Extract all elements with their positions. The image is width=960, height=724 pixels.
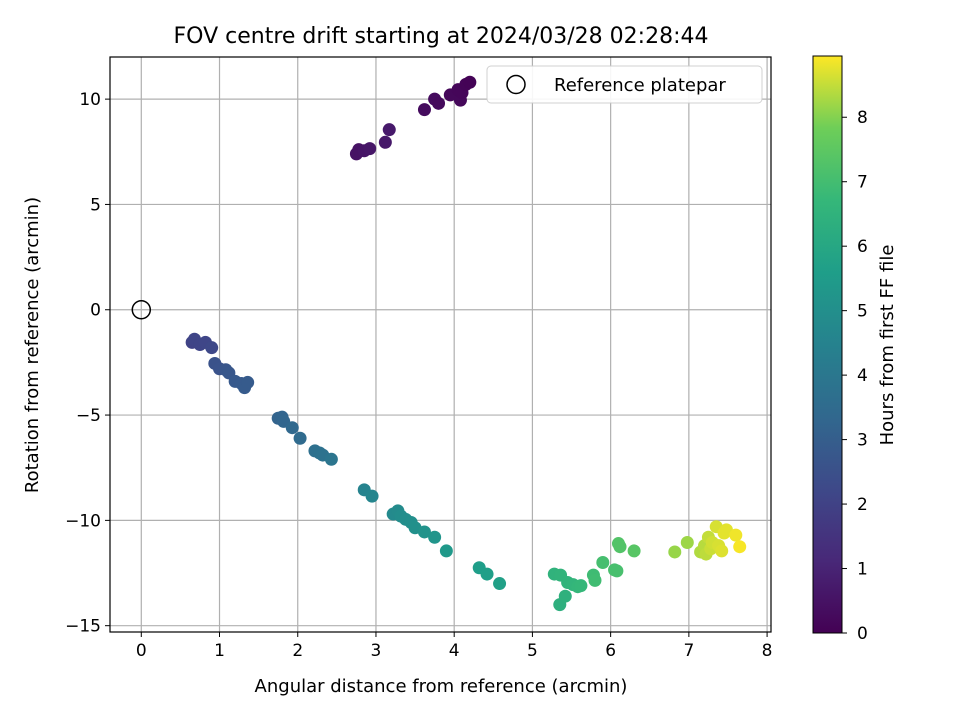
- x-tick-label: 8: [762, 641, 773, 661]
- legend-box: [486, 65, 763, 104]
- colorbar-tick-label: 2: [857, 495, 868, 515]
- colorbar-tick-label: 8: [857, 108, 868, 128]
- data-point: [680, 535, 694, 549]
- data-point: [668, 545, 682, 559]
- data-point: [574, 579, 588, 593]
- x-tick-label: 4: [449, 641, 460, 661]
- y-tick-label: 0: [90, 301, 101, 321]
- data-point: [428, 530, 442, 544]
- legend: Reference platepar: [486, 65, 763, 104]
- y-tick-label: 5: [90, 195, 101, 215]
- legend-marker: [506, 74, 526, 95]
- colorbar-tick-label: 7: [857, 173, 868, 193]
- data-point: [558, 589, 572, 603]
- x-tick-label: 1: [214, 641, 225, 661]
- data-point: [613, 540, 627, 554]
- x-tick-label: 6: [605, 641, 616, 661]
- data-point: [363, 142, 377, 156]
- y-tick-label: 10: [79, 90, 101, 110]
- colorbar: [812, 55, 843, 634]
- data-point: [493, 577, 507, 591]
- data-point: [596, 555, 610, 569]
- data-points: [185, 75, 747, 612]
- data-point: [627, 544, 641, 558]
- reference-marker: [131, 299, 152, 320]
- colorbar-tick-label: 0: [857, 624, 868, 644]
- data-point: [417, 103, 431, 117]
- data-point: [432, 96, 446, 110]
- data-point: [463, 75, 477, 89]
- y-axis: −15 −10 −5 0 5 10: [65, 90, 110, 637]
- colorbar-tick-label: 4: [857, 366, 868, 386]
- colorbar-label: Hours from first FF file: [877, 245, 898, 446]
- data-point: [382, 123, 396, 137]
- data-point: [205, 341, 219, 355]
- y-tick-label: −10: [65, 511, 101, 531]
- y-axis-label: Rotation from reference (arcmin): [22, 197, 43, 493]
- data-point: [610, 564, 624, 578]
- data-point: [417, 525, 431, 539]
- colorbar-tick-label: 6: [857, 237, 868, 257]
- data-point: [241, 375, 255, 389]
- colorbar-tick-label: 1: [857, 560, 868, 580]
- data-point: [293, 431, 307, 445]
- data-point: [439, 544, 453, 558]
- data-point: [365, 489, 379, 503]
- chart-title: FOV centre drift starting at 2024/03/28 …: [174, 24, 709, 49]
- colorbar-tick-label: 3: [857, 431, 868, 451]
- data-point: [588, 573, 602, 587]
- data-point: [324, 452, 338, 466]
- data-point: [378, 135, 392, 149]
- x-axis-label: Angular distance from reference (arcmin): [255, 676, 628, 697]
- data-point: [715, 544, 729, 558]
- data-point: [285, 421, 299, 435]
- x-tick-label: 2: [292, 641, 303, 661]
- x-tick-label: 0: [136, 641, 147, 661]
- data-point: [729, 528, 743, 542]
- data-point: [733, 540, 747, 554]
- x-tick-label: 3: [371, 641, 382, 661]
- y-tick-label: −15: [65, 617, 101, 637]
- x-axis: 0 1 2 3 4 5 6 7 8: [136, 632, 773, 661]
- y-tick-label: −5: [76, 406, 101, 426]
- plot-frame: [109, 56, 772, 633]
- colorbar-ticks: 0 1 2 3 4 5 6 7 8: [842, 108, 868, 644]
- data-point: [480, 567, 494, 581]
- x-tick-label: 7: [683, 641, 694, 661]
- colorbar-tick-label: 5: [857, 302, 868, 322]
- legend-label: Reference platepar: [554, 75, 726, 96]
- x-tick-label: 5: [527, 641, 538, 661]
